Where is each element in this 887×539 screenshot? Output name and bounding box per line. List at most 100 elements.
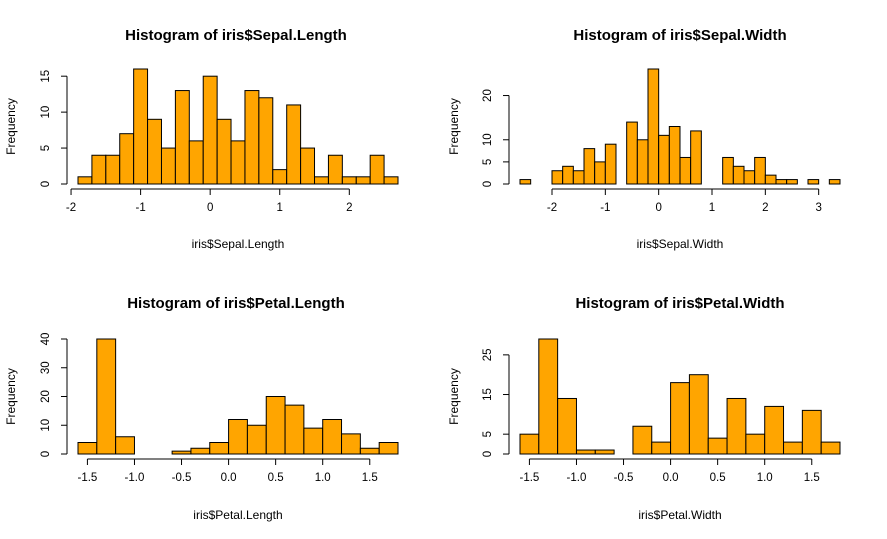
x-tick-label: -1	[600, 202, 610, 214]
y-tick-label: 10	[482, 133, 494, 146]
histogram-bar	[679, 156, 692, 185]
histogram-bar	[604, 143, 617, 185]
histogram-bar	[519, 179, 532, 185]
histogram-bar	[575, 449, 596, 455]
histogram-bar	[383, 176, 399, 185]
y-axis-label: Frequency	[447, 368, 461, 425]
y-tick-label: 0	[482, 181, 494, 187]
histogram-bar	[688, 374, 709, 455]
chart-title: Histogram of iris$Petal.Width	[575, 295, 784, 312]
y-tick-label: 25	[482, 348, 494, 361]
histogram-bar	[369, 154, 385, 185]
histogram-panels: Histogram of iris$Sepal.Length -2 -1 0 1 20 5 1…	[4, 27, 841, 522]
histogram-bar	[651, 441, 672, 455]
histogram-bar	[707, 437, 728, 455]
histogram-panel-petal-length: Histogram of iris$Petal.Length -1.5 -1.0 -0…	[4, 295, 399, 522]
y-tick-label: 5	[482, 431, 494, 437]
x-tick-label: 1	[709, 202, 715, 214]
histogram-bar	[327, 154, 343, 185]
histogram-bar	[171, 450, 192, 455]
y-axis-label: Frequency	[4, 368, 18, 425]
histogram-bar	[783, 441, 803, 455]
histogram-bar	[322, 419, 343, 455]
histogram-bar	[562, 165, 574, 185]
y-axis-label: Frequency	[4, 98, 18, 155]
y-tick-label: 5	[40, 145, 52, 151]
x-tick-label: 0.5	[710, 472, 726, 484]
histogram-bar	[246, 424, 267, 455]
y-tick-label: 15	[40, 70, 52, 83]
histogram-bar	[828, 179, 841, 185]
histogram-bar	[626, 121, 638, 185]
y-tick-label: 20	[40, 390, 52, 403]
histogram-bar	[378, 442, 399, 455]
histogram-bar	[690, 130, 702, 185]
y-tick-label: 15	[482, 388, 494, 401]
y-tick-label: 0	[40, 451, 52, 457]
histogram-bar	[551, 170, 564, 185]
y-tick-label: 0	[40, 181, 52, 187]
histogram-panel-petal-width: Histogram of iris$Petal.Width -1.5 -1.0 -0.…	[447, 295, 841, 522]
histogram-bar	[303, 427, 324, 455]
histogram-bar	[119, 133, 135, 185]
y-tick-label: 30	[40, 361, 52, 374]
histogram-bar	[359, 447, 380, 455]
histogram-bar	[174, 90, 190, 185]
histogram-bar	[209, 442, 230, 455]
histogram-bar	[786, 179, 798, 185]
histogram-bar	[732, 165, 745, 185]
x-axis-label: iris$Petal.Length	[193, 508, 282, 522]
histogram-bar	[519, 433, 540, 455]
y-tick-label: 20	[482, 89, 494, 102]
x-tick-label: -0.5	[614, 472, 634, 484]
x-tick-label: 3	[815, 202, 821, 214]
histogram-bar	[133, 68, 149, 185]
x-tick-label: -1.5	[519, 472, 539, 484]
histogram-bar	[658, 134, 670, 185]
x-tick-label: -1.0	[567, 472, 587, 484]
x-tick-label: -0.5	[172, 472, 192, 484]
y-tick-label: 5	[482, 159, 494, 165]
histogram-bar	[594, 161, 606, 185]
x-axis-label: iris$Sepal.Length	[192, 237, 285, 251]
x-tick-label: -2	[66, 202, 76, 214]
x-tick-label: 1.5	[804, 472, 820, 484]
histogram-bar	[77, 176, 93, 185]
histogram-bar	[300, 147, 316, 185]
histogram-bar	[77, 442, 98, 455]
x-tick-label: -1.0	[125, 472, 145, 484]
histogram-bar	[764, 405, 785, 455]
histogram-bar	[341, 176, 357, 185]
histogram-bar	[147, 118, 162, 185]
histogram-bar	[314, 176, 329, 185]
x-tick-label: 1	[277, 202, 283, 214]
histogram-bar	[820, 441, 841, 455]
histogram-bar	[538, 338, 559, 455]
histogram-bar	[722, 156, 734, 185]
histogram-bar	[807, 179, 820, 185]
x-axis-label: iris$Sepal.Width	[637, 237, 724, 251]
x-tick-label: -1.5	[77, 472, 97, 484]
chart-title: Histogram of iris$Sepal.Width	[573, 27, 786, 44]
histogram-panel-sepal-width: Histogram of iris$Sepal.Width -2 -1 0 1 2 3 0 5 1…	[447, 27, 841, 251]
x-tick-label: 0.0	[221, 472, 237, 484]
histogram-bar	[160, 147, 176, 185]
histogram-bar	[743, 170, 756, 185]
histogram-bar	[754, 156, 766, 185]
histogram-bar	[202, 75, 218, 185]
y-axis-label: Frequency	[447, 98, 461, 155]
histogram-bar	[557, 397, 577, 455]
y-tick-label: 10	[40, 419, 52, 432]
y-tick-label: 10	[40, 106, 52, 119]
histogram-bar	[91, 154, 107, 185]
histogram-panel-sepal-length: Histogram of iris$Sepal.Length -2 -1 0 1 2 0 5 1…	[4, 27, 399, 251]
x-tick-label: 0	[207, 202, 213, 214]
chart-title: Histogram of iris$Sepal.Length	[125, 27, 347, 44]
histogram-bar	[647, 68, 660, 185]
histogram-bar	[583, 148, 596, 185]
histogram-bar	[216, 118, 232, 185]
histogram-bar	[632, 425, 653, 455]
histogram-bar	[341, 433, 361, 455]
histogram-bar	[670, 382, 690, 455]
histogram-bar	[355, 176, 371, 185]
